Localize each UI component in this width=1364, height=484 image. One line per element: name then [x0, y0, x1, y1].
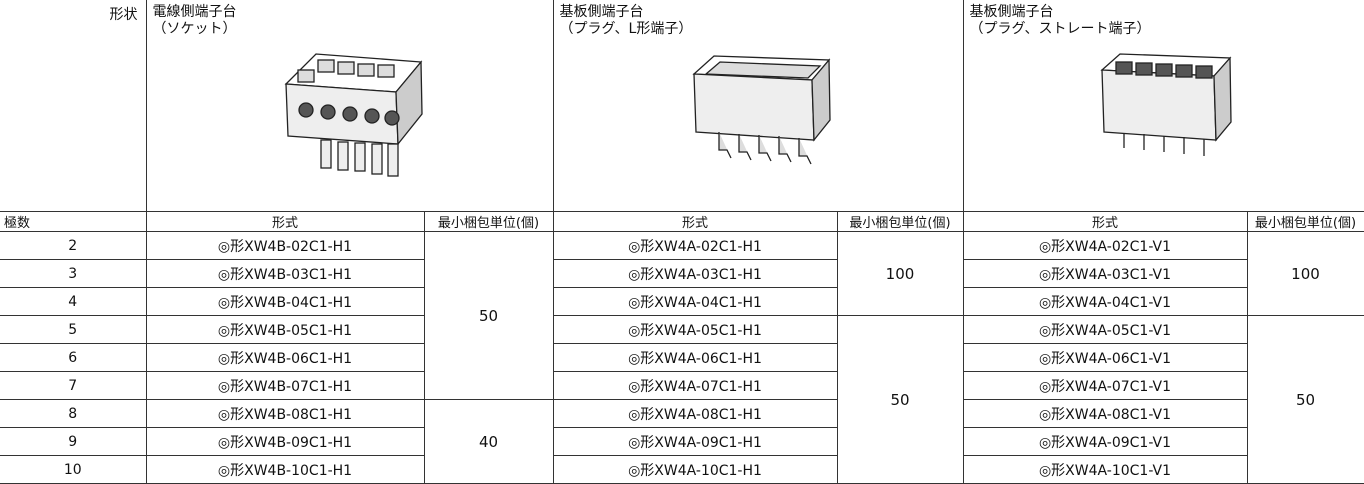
model-number: ◎形XW4A-08C1-V1	[962, 399, 1248, 428]
model-number: ◎形XW4A-10C1-H1	[552, 455, 838, 484]
model-number: ◎形XW4B-08C1-H1	[145, 399, 425, 428]
group-subtitle: （プラグ、ストレート端子）	[969, 21, 1151, 37]
pole-count: 2	[0, 231, 147, 260]
model-number: ◎形XW4A-05C1-V1	[962, 315, 1248, 344]
min-pack-unit: 50	[1246, 315, 1364, 484]
table-row: 2 ◎形XW4B-02C1-H1 50 ◎形XW4A-02C1-H1 100 ◎形XW4A…	[0, 231, 1364, 400]
shape-label: 形状	[0, 0, 147, 212]
group-title: 基板側端子台	[969, 4, 1054, 20]
pole-count: 6	[0, 343, 147, 372]
min-pack-unit: 50	[423, 231, 554, 400]
model-number: ◎形XW4A-04C1-H1	[552, 287, 838, 316]
model-number: ◎形XW4A-02C1-V1	[962, 231, 1248, 260]
model-number: ◎形XW4A-06C1-V1	[962, 343, 1248, 372]
model-number: ◎形XW4A-06C1-H1	[552, 343, 838, 372]
model-number: ◎形XW4A-08C1-H1	[552, 399, 838, 428]
model-number: ◎形XW4A-07C1-V1	[962, 371, 1248, 400]
model-header: 形式	[145, 211, 425, 232]
model-number: ◎形XW4A-02C1-H1	[552, 231, 838, 260]
model-number: ◎形XW4B-04C1-H1	[145, 287, 425, 316]
min-pack-unit: 100	[836, 231, 964, 316]
model-number: ◎形XW4B-03C1-H1	[145, 259, 425, 288]
model-number: ◎形XW4A-05C1-H1	[552, 315, 838, 344]
pack-header: 最小梱包単位(個)	[423, 211, 554, 232]
model-header: 形式	[552, 211, 838, 232]
model-number: ◎形XW4A-07C1-H1	[552, 371, 838, 400]
table-row: 8 ◎形XW4B-08C1-H1 40 ◎形XW4A-08C1-H1 ◎形XW4A-08…	[0, 399, 1364, 484]
group-title: 基板側端子台	[559, 4, 644, 20]
model-header: 形式	[962, 211, 1248, 232]
pole-count: 4	[0, 287, 147, 316]
table-row: 4 ◎形XW4B-04C1-H1 ◎形XW4A-04C1-H1 ◎形XW4A-04C1…	[0, 287, 1364, 316]
pack-header: 最小梱包単位(個)	[836, 211, 964, 232]
model-number: ◎形XW4B-02C1-H1	[145, 231, 425, 260]
model-number: ◎形XW4A-09C1-H1	[552, 427, 838, 456]
min-pack-unit: 50	[836, 315, 964, 484]
model-number: ◎形XW4A-09C1-V1	[962, 427, 1248, 456]
pack-header: 最小梱包単位(個)	[1246, 211, 1364, 232]
table-row: 9 ◎形XW4B-09C1-H1 ◎形XW4A-09C1-H1 ◎形XW4A-09C1…	[0, 427, 1364, 456]
model-number: ◎形XW4B-06C1-H1	[145, 343, 425, 372]
pole-count: 9	[0, 427, 147, 456]
model-number: ◎形XW4A-04C1-V1	[962, 287, 1248, 316]
group-subtitle: （プラグ、L形端子）	[559, 21, 693, 37]
table-row: 10 ◎形XW4B-10C1-H1 ◎形XW4A-10C1-H1 ◎形XW4A-10C…	[0, 455, 1364, 484]
pole-count: 3	[0, 259, 147, 288]
pole-label: 極数	[0, 211, 147, 232]
model-number: ◎形XW4B-10C1-H1	[145, 455, 425, 484]
l-plug-illustration	[692, 55, 831, 165]
min-pack-unit: 100	[1246, 231, 1364, 316]
group-header: 基板側端子台 （プラグ、ストレート端子）	[962, 0, 1364, 212]
model-number: ◎形XW4B-05C1-H1	[145, 315, 425, 344]
model-number: ◎形XW4A-10C1-V1	[962, 455, 1248, 484]
model-number: ◎形XW4B-09C1-H1	[145, 427, 425, 456]
group-subtitle: （ソケット）	[152, 21, 237, 37]
model-number: ◎形XW4B-07C1-H1	[145, 371, 425, 400]
pole-count: 5	[0, 315, 147, 344]
min-pack-unit: 40	[423, 399, 554, 484]
table-row: 6 ◎形XW4B-06C1-H1 ◎形XW4A-06C1-H1 ◎形XW4A-06C1…	[0, 343, 1364, 372]
group-header: 基板側端子台 （プラグ、L形端子）	[552, 0, 964, 212]
table-row: 3 ◎形XW4B-03C1-H1 ◎形XW4A-03C1-H1 ◎形XW4A-03C1…	[0, 259, 1364, 288]
pole-count: 7	[0, 371, 147, 400]
group-title: 電線側端子台	[152, 4, 237, 20]
table-row: 5 ◎形XW4B-05C1-H1 ◎形XW4A-05C1-H1 50 ◎形XW4A-05…	[0, 315, 1364, 484]
straight-plug-illustration	[1099, 53, 1232, 156]
group-header: 電線側端子台 （ソケット）	[145, 0, 554, 212]
pole-count: 8	[0, 399, 147, 428]
model-number: ◎形XW4A-03C1-H1	[552, 259, 838, 288]
socket-illustration	[284, 53, 423, 177]
model-number: ◎形XW4A-03C1-V1	[962, 259, 1248, 288]
table-row: 7 ◎形XW4B-07C1-H1 ◎形XW4A-07C1-H1 ◎形XW4A-07C1…	[0, 371, 1364, 400]
pole-count: 10	[0, 455, 147, 484]
